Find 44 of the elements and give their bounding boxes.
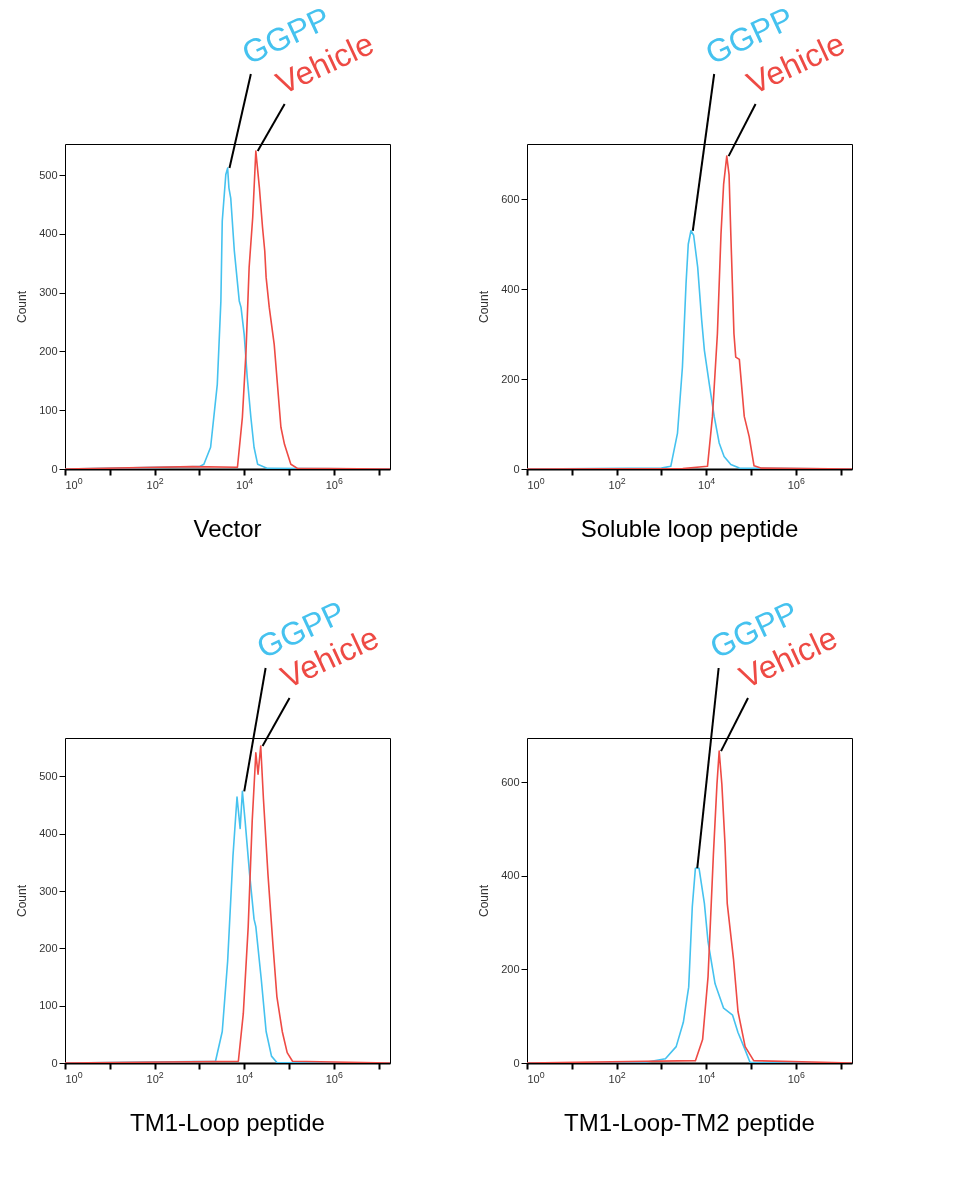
x-tick-label: 10$^{6}$	[325, 475, 343, 491]
x-tick-label: 10$^{0}$	[527, 475, 545, 491]
y-tick-label: 500	[39, 769, 58, 782]
x-tick-label: 10$^{4}$	[236, 1069, 254, 1085]
y-tick-label: 0	[51, 462, 58, 475]
y-tick-label: 400	[501, 869, 520, 882]
x-tick-label: 10$^{0}$	[527, 1069, 545, 1085]
x-tick-label: 10$^{2}$	[608, 475, 626, 491]
x-tick-label: 10$^{4}$	[698, 1069, 716, 1085]
x-tick-label: 10$^{0}$	[65, 1069, 83, 1085]
x-tick-label: 10$^{4}$	[236, 475, 254, 491]
x-tick-label: 10$^{0}$	[65, 475, 83, 491]
text: TM1-Loop-TM2 peptide	[564, 1109, 815, 1136]
y-tick-label: 300	[39, 884, 58, 897]
x-tick-label: 10$^{2}$	[146, 475, 164, 491]
y-axis-title: Count	[15, 884, 30, 918]
y-axis-title: Count	[477, 290, 492, 324]
y-tick-label: 0	[513, 462, 520, 475]
y-tick-label: 400	[501, 282, 520, 295]
x-tick-label: 10$^{4}$	[698, 475, 716, 491]
y-tick-label: 200	[501, 372, 520, 385]
y-tick-label: 600	[501, 775, 520, 788]
y-tick-label: 200	[39, 344, 58, 357]
y-tick-label: 0	[51, 1056, 58, 1069]
y-tick-label: 100	[39, 999, 58, 1012]
y-tick-label: 200	[501, 962, 520, 975]
text: TM1-Loop peptide	[130, 1109, 325, 1136]
text: Soluble loop peptide	[580, 515, 799, 542]
y-tick-label: 400	[39, 827, 58, 840]
y-tick-label: 600	[501, 192, 520, 205]
y-tick-label: 100	[39, 403, 58, 416]
x-tick-label: 10$^{6}$	[325, 1069, 343, 1085]
y-tick-label: 200	[39, 941, 58, 954]
y-tick-label: 300	[39, 286, 58, 299]
y-tick-label: 0	[513, 1056, 520, 1069]
x-tick-label: 10$^{6}$	[787, 475, 805, 491]
x-tick-label: 10$^{2}$	[608, 1069, 626, 1085]
y-axis-title: Count	[477, 884, 492, 918]
y-axis-title: Count	[15, 290, 30, 324]
y-tick-label: 500	[39, 168, 58, 181]
x-tick-label: 10$^{6}$	[787, 1069, 805, 1085]
y-tick-label: 400	[39, 227, 58, 240]
text: Vector	[193, 515, 262, 542]
x-tick-label: 10$^{2}$	[146, 1069, 164, 1085]
